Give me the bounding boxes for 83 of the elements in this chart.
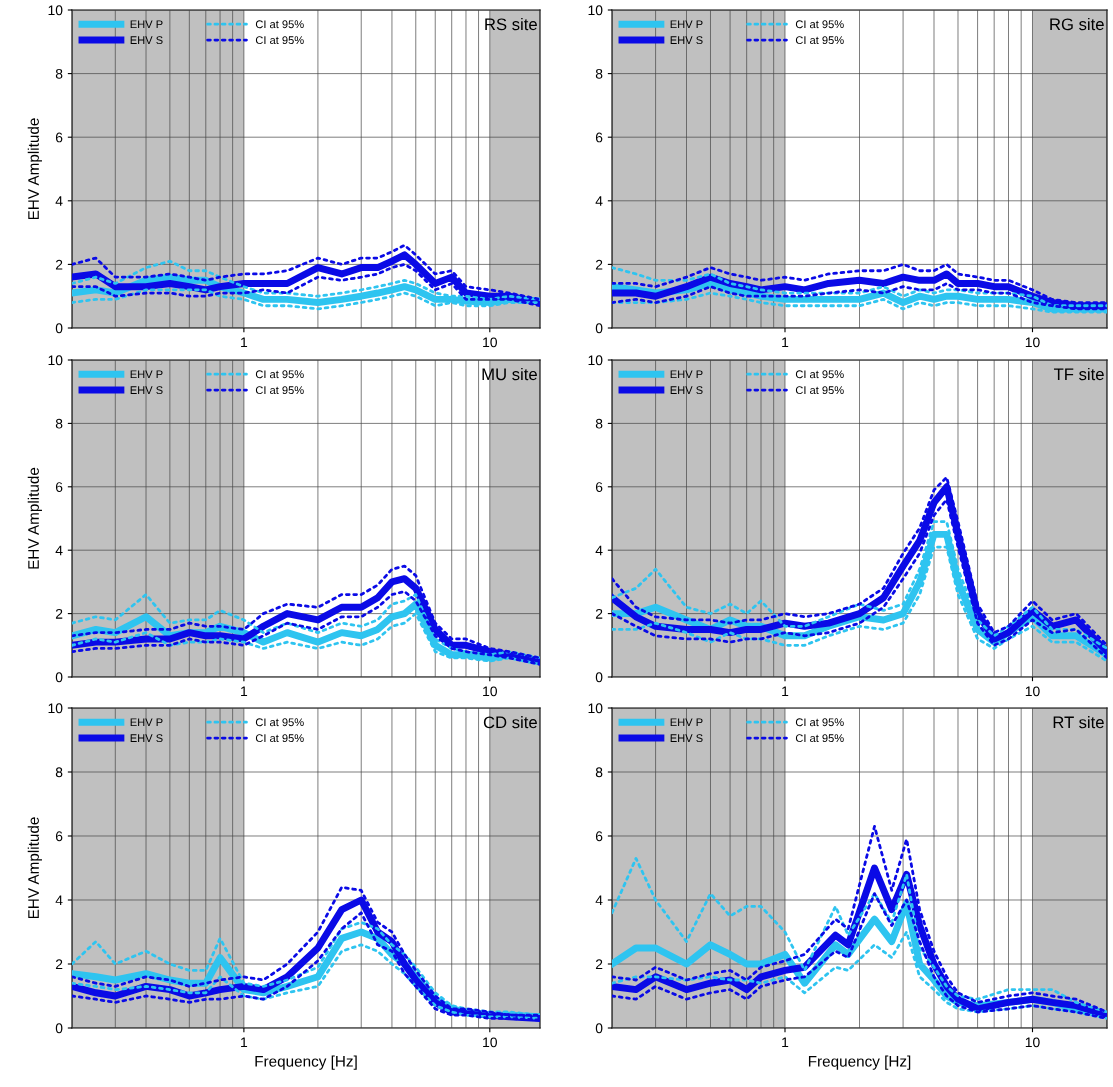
x-tick-label: 10 [1025,686,1040,697]
x-tick-label: 10 [1025,337,1040,348]
legend-label: EHV S [670,386,703,395]
legend-label: CI at 95% [795,734,844,743]
chart-title: TF site [1053,367,1104,381]
y-axis-title: EHV Amplitude [27,467,42,569]
x-tick-label: 1 [241,337,248,348]
x-tick-label: 1 [782,337,789,348]
y-tick-label: 4 [595,545,603,556]
legend-label: EHV S [670,36,703,45]
y-tick-label: 4 [55,196,63,206]
legend-label: EHV P [130,370,163,379]
chart-title: CD site [483,716,537,729]
y-tick-label: 10 [588,703,603,714]
y-tick-label: 8 [55,767,63,778]
y-tick-label: 8 [595,68,603,79]
y-axis-title: EHV Amplitude [27,118,42,220]
x-tick-label: 10 [483,686,497,697]
y-tick-label: 6 [595,132,603,143]
y-tick-label: 0 [55,672,63,683]
legend-label: CI at 95% [795,386,844,395]
legend-label: EHV P [670,20,703,29]
legend-label: EHV S [130,386,163,395]
legend-label: CI at 95% [795,20,844,29]
y-axis-title: EHV Amplitude [27,817,42,919]
legend-label: EHV S [130,734,163,743]
y-tick-label: 0 [595,1023,603,1034]
legend-label: CI at 95% [255,20,304,29]
legend-label: EHV P [670,718,703,727]
y-tick-label: 6 [595,831,603,842]
legend-label: EHV P [130,20,163,29]
x-tick-label: 10 [483,1037,497,1048]
y-tick-label: 6 [55,482,63,492]
y-tick-label: 8 [595,767,603,778]
legend-label: EHV S [130,36,163,45]
legend-label: CI at 95% [795,718,844,727]
y-tick-label: 10 [588,5,603,16]
legend-label: EHV P [130,718,163,727]
y-tick-label: 0 [55,323,63,334]
legend-label: CI at 95% [255,370,304,379]
y-tick-label: 4 [595,895,603,906]
y-tick-label: 4 [55,895,63,906]
x-tick-label: 1 [241,686,248,697]
legend-label: CI at 95% [795,36,844,45]
x-axis-title: Frequency [Hz] [808,1055,911,1070]
chart-title: RG site [1050,17,1104,31]
y-tick-label: 2 [595,259,603,270]
y-tick-label: 2 [595,608,603,619]
legend-label: CI at 95% [255,734,304,743]
y-tick-label: 0 [595,323,603,334]
y-tick-label: 8 [595,418,603,429]
legend-label: CI at 95% [255,36,304,45]
x-tick-label: 10 [1025,1037,1040,1048]
chart-title: RT site [1053,716,1104,729]
chart-title: RS site [485,17,537,31]
y-tick-label: 4 [595,196,603,206]
x-tick-label: 1 [782,1037,789,1048]
y-tick-label: 4 [55,545,63,556]
legend-label: CI at 95% [255,386,304,395]
x-axis-title: Frequency [Hz] [255,1055,357,1070]
y-tick-label: 0 [55,1023,63,1034]
y-tick-label: 2 [55,259,63,270]
y-tick-label: 10 [48,5,63,16]
x-tick-label: 1 [782,686,789,697]
y-tick-label: 2 [55,608,63,619]
legend-label: CI at 95% [795,370,844,379]
y-tick-label: 6 [55,831,63,842]
y-tick-label: 10 [588,355,603,366]
y-tick-label: 10 [48,703,63,714]
y-tick-label: 8 [55,418,63,429]
legend-label: CI at 95% [255,718,304,727]
legend-label: EHV S [670,734,703,743]
y-tick-label: 2 [595,959,603,970]
y-tick-label: 0 [595,672,603,683]
y-tick-label: 10 [48,355,63,366]
x-tick-label: 1 [241,1037,248,1048]
legend-label: EHV P [670,370,703,379]
x-tick-label: 10 [483,337,497,348]
y-tick-label: 6 [55,132,63,143]
y-tick-label: 6 [595,482,603,492]
chart-title: MU site [482,367,537,381]
y-tick-label: 2 [55,959,63,970]
y-tick-label: 8 [55,68,63,79]
